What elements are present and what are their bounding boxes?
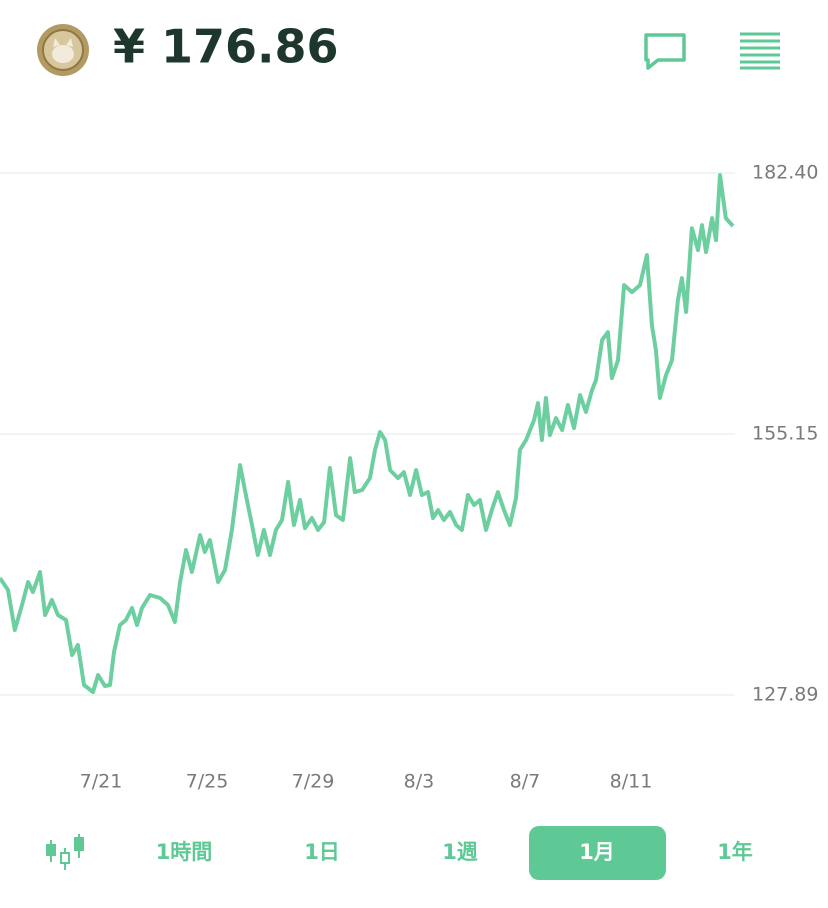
x-tick-label: 7/29 xyxy=(292,771,335,793)
x-tick-label: 7/25 xyxy=(186,771,229,793)
x-tick-label: 8/11 xyxy=(610,771,653,793)
price-line xyxy=(0,173,735,694)
y-tick-label: 127.89 xyxy=(752,684,818,706)
x-tick-label: 7/21 xyxy=(80,771,123,793)
tab[interactable]: 1日 xyxy=(304,840,340,864)
tab-selected-bg xyxy=(529,826,666,880)
chart: 127.89 155.15 182.40 7/21 7/25 7/29 8/3 8/7 8/11 xyxy=(0,162,818,793)
price: ¥ 176.86 xyxy=(113,20,339,74)
y-tick-label: 155.15 xyxy=(752,422,818,444)
chat-button[interactable] xyxy=(644,33,686,70)
candle-button[interactable] xyxy=(46,834,84,870)
tab-bar: 1時間 1日 1週 1月 1年 xyxy=(156,826,753,880)
tab[interactable]: 1月 xyxy=(579,840,615,864)
tab[interactable]: 1年 xyxy=(717,840,753,864)
menu-button[interactable] xyxy=(740,32,780,70)
tab[interactable]: 1週 xyxy=(442,840,478,864)
x-tick-label: 8/7 xyxy=(510,771,541,793)
tab[interactable]: 1時間 xyxy=(156,840,213,864)
x-tick-label: 8/3 xyxy=(404,771,435,793)
y-tick-label: 182.40 xyxy=(752,162,818,184)
coin-icon xyxy=(37,24,89,76)
